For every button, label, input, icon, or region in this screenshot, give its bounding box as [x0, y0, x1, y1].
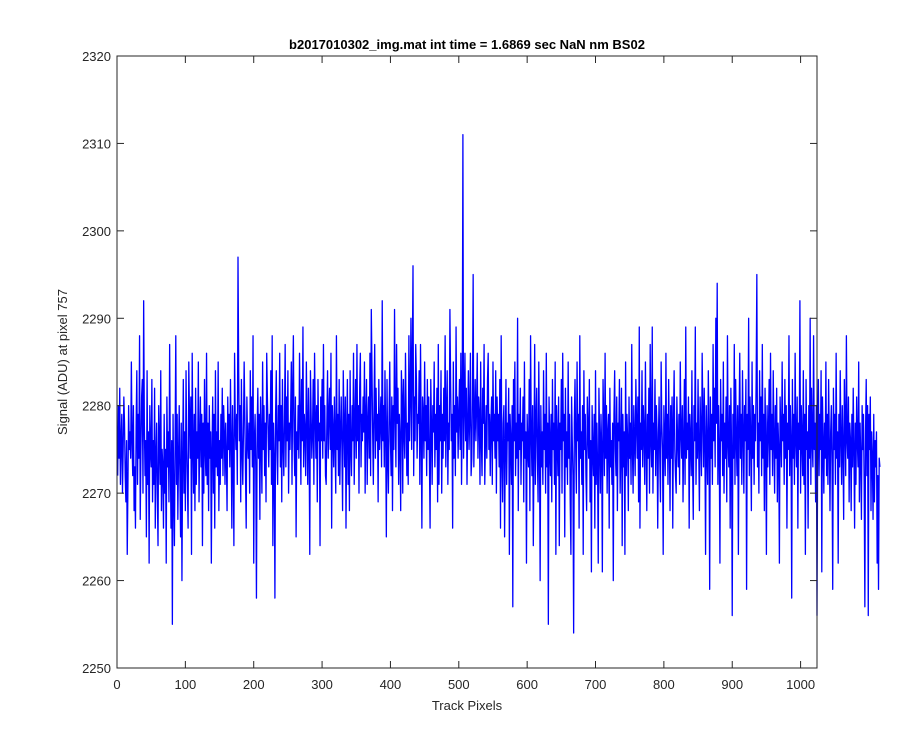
x-tick-label: 900: [721, 677, 743, 692]
chart-title: b2017010302_img.mat int time = 1.6869 se…: [289, 37, 645, 52]
x-tick-label: 600: [516, 677, 538, 692]
x-tick-label: 0: [113, 677, 120, 692]
x-tick-label: 700: [585, 677, 607, 692]
x-tick-label: 100: [175, 677, 197, 692]
y-tick-label: 2290: [82, 311, 111, 326]
plot-area: [117, 56, 817, 668]
y-tick-label: 2320: [82, 49, 111, 64]
y-tick-label: 2260: [82, 574, 111, 589]
x-tick-label: 1000: [786, 677, 815, 692]
y-tick-label: 2300: [82, 224, 111, 239]
y-tick-label: 2250: [82, 661, 111, 676]
x-axis-label: Track Pixels: [432, 698, 503, 713]
series-line-1: [117, 134, 881, 634]
x-tick-label: 200: [243, 677, 265, 692]
y-tick-label: 2270: [82, 486, 111, 501]
x-tick-label: 400: [380, 677, 402, 692]
series-layer: [117, 134, 881, 634]
x-tick-label: 300: [311, 677, 333, 692]
y-tick-label: 2310: [82, 136, 111, 151]
y-axis-label: Signal (ADU) at pixel 757: [55, 289, 70, 435]
x-tick-label: 800: [653, 677, 675, 692]
y-tick-label: 2280: [82, 399, 111, 414]
ticks-layer: 0 100 200 300 400 500 600 700 800 900 1000 2250 2260…: [82, 49, 817, 692]
plot-frame: [116, 55, 818, 669]
x-tick-label: 500: [448, 677, 470, 692]
